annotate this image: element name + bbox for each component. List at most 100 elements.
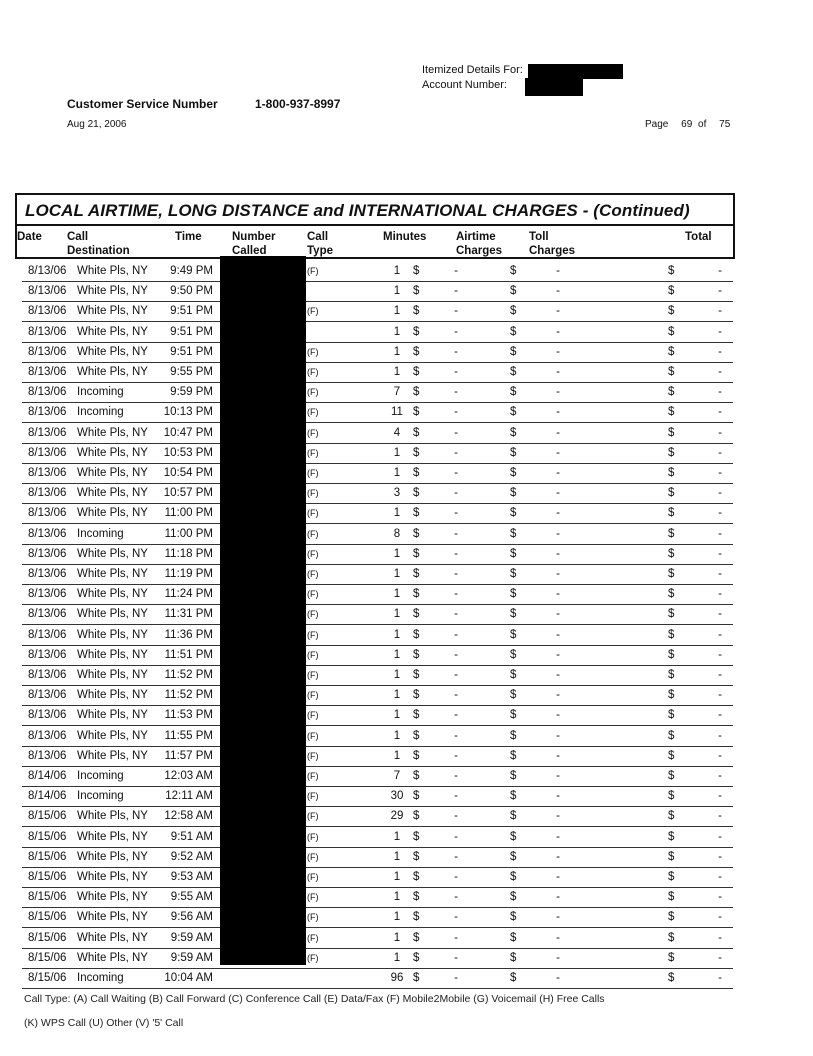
account-number-label: Account Number: bbox=[422, 79, 507, 91]
cell-time: 11:55 PM bbox=[164, 729, 213, 742]
cell-time: 10:53 PM bbox=[163, 446, 213, 459]
cell-toll-currency: $ bbox=[510, 770, 517, 782]
cell-total: - bbox=[718, 931, 722, 944]
cell-airtime-currency: $ bbox=[413, 487, 420, 500]
table-row: 8/13/06 White Pls, NY 9:55 PM (F) 1 $ - $ - $ - bbox=[22, 362, 733, 383]
cell-destination: White Pls, NY bbox=[77, 648, 148, 661]
cell-toll: - bbox=[556, 527, 560, 540]
cell-time: 9:52 AM bbox=[170, 850, 213, 863]
cell-time: 9:55 PM bbox=[170, 366, 213, 378]
cell-total: - bbox=[718, 467, 722, 479]
cell-total-currency: $ bbox=[668, 406, 675, 419]
cell-time: 9:59 AM bbox=[170, 931, 213, 944]
cell-destination: White Pls, NY bbox=[77, 608, 148, 621]
cell-toll-currency: $ bbox=[510, 467, 517, 479]
cell-airtime: - bbox=[454, 790, 458, 803]
cell-total-currency: $ bbox=[668, 426, 675, 439]
cell-date: 8/15/06 bbox=[28, 810, 67, 823]
cell-call-type: (F) bbox=[307, 831, 319, 842]
cell-call-type: (F) bbox=[307, 266, 319, 276]
cell-airtime: - bbox=[454, 729, 458, 742]
cell-toll-currency: $ bbox=[510, 608, 517, 621]
cell-date: 8/13/06 bbox=[28, 749, 67, 762]
cell-total: - bbox=[718, 426, 722, 439]
cell-airtime: - bbox=[454, 305, 458, 318]
cell-call-type: (F) bbox=[307, 346, 319, 357]
cell-total-currency: $ bbox=[668, 325, 675, 338]
cell-toll: - bbox=[556, 487, 560, 500]
cell-toll-currency: $ bbox=[510, 972, 517, 984]
cell-date: 8/13/06 bbox=[28, 547, 67, 560]
cell-time: 12:03 AM bbox=[164, 770, 213, 782]
cell-airtime: - bbox=[454, 709, 458, 722]
cell-airtime-currency: $ bbox=[413, 547, 420, 560]
table-row: 8/13/06 White Pls, NY 11:53 PM (F) 1 $ - $ - $ - bbox=[22, 705, 733, 727]
cell-toll: - bbox=[556, 325, 560, 338]
cell-minutes: 1 bbox=[393, 547, 401, 560]
cell-minutes: 1 bbox=[393, 749, 401, 762]
table-row: 8/15/06 White Pls, NY 9:55 AM (F) 1 $ - $ - $ - bbox=[22, 887, 733, 909]
cell-total-currency: $ bbox=[668, 689, 675, 702]
section-title: LOCAL AIRTIME, LONG DISTANCE and INTERNA… bbox=[25, 201, 690, 220]
redacted-name bbox=[528, 64, 623, 79]
cell-total: - bbox=[718, 507, 722, 520]
table-row: 8/13/06 White Pls, NY 11:57 PM (F) 1 $ - $ - $ - bbox=[22, 746, 733, 767]
cell-airtime-currency: $ bbox=[413, 891, 420, 904]
cell-total: - bbox=[718, 709, 722, 722]
cell-total-currency: $ bbox=[668, 830, 675, 843]
col-date: Date bbox=[17, 231, 42, 243]
table-row: 8/13/06 White Pls, NY 10:53 PM (F) 1 $ - $ - $ - bbox=[22, 443, 733, 464]
cell-toll: - bbox=[556, 285, 560, 298]
cell-total: - bbox=[718, 628, 722, 641]
cell-toll: - bbox=[556, 588, 560, 601]
cell-destination: White Pls, NY bbox=[77, 568, 148, 580]
cell-time: 11:52 PM bbox=[164, 689, 213, 702]
cell-toll-currency: $ bbox=[510, 830, 517, 843]
cell-date: 8/13/06 bbox=[28, 689, 67, 702]
cell-toll: - bbox=[556, 729, 560, 742]
cell-total-currency: $ bbox=[668, 749, 675, 762]
cell-total: - bbox=[718, 406, 722, 419]
cell-minutes: 1 bbox=[393, 345, 401, 358]
cell-airtime: - bbox=[454, 446, 458, 459]
cell-date: 8/13/06 bbox=[28, 527, 67, 540]
cell-airtime-currency: $ bbox=[413, 467, 420, 479]
cell-airtime-currency: $ bbox=[413, 709, 420, 722]
cell-airtime-currency: $ bbox=[413, 911, 420, 924]
cell-airtime: - bbox=[454, 265, 458, 277]
cell-destination: White Pls, NY bbox=[77, 285, 148, 298]
cell-toll-currency: $ bbox=[510, 568, 517, 580]
cell-destination: White Pls, NY bbox=[77, 810, 148, 823]
cell-toll: - bbox=[556, 669, 560, 681]
cell-total: - bbox=[718, 265, 722, 277]
cell-call-type: (F) bbox=[307, 528, 319, 539]
cell-time: 11:53 PM bbox=[164, 709, 213, 722]
cell-total: - bbox=[718, 770, 722, 782]
cell-airtime: - bbox=[454, 911, 458, 924]
cell-destination: White Pls, NY bbox=[77, 547, 148, 560]
cell-airtime-currency: $ bbox=[413, 507, 420, 520]
call-type-legend-line2: (K) WPS Call (U) Other (V) '5' Call bbox=[24, 1017, 184, 1029]
col-total: Total bbox=[685, 231, 712, 243]
table-row: 8/15/06 White Pls, NY 9:51 AM (F) 1 $ - $ - $ - bbox=[22, 827, 733, 848]
cell-time: 11:00 PM bbox=[164, 527, 213, 540]
cell-date: 8/13/06 bbox=[28, 507, 67, 520]
table-row: 8/13/06 White Pls, NY 10:57 PM (F) 3 $ - $ - $ - bbox=[22, 483, 733, 505]
cell-airtime: - bbox=[454, 749, 458, 762]
cell-call-type: (F) bbox=[307, 872, 319, 882]
table-row: 8/13/06 White Pls, NY 9:49 PM (F) 1 $ - $ - $ - bbox=[22, 261, 733, 282]
col-toll-charges: Toll Charges bbox=[529, 231, 576, 257]
cell-total: - bbox=[718, 608, 722, 621]
cell-toll: - bbox=[556, 749, 560, 762]
cell-toll-currency: $ bbox=[510, 547, 517, 560]
cell-toll: - bbox=[556, 366, 560, 378]
cell-total-currency: $ bbox=[668, 507, 675, 520]
cell-time: 10:47 PM bbox=[163, 426, 213, 439]
cell-time: 9:59 PM bbox=[170, 386, 213, 399]
cell-toll: - bbox=[556, 891, 560, 904]
cell-date: 8/15/06 bbox=[28, 911, 67, 924]
cell-time: 9:51 PM bbox=[170, 325, 213, 338]
cell-date: 8/13/06 bbox=[28, 305, 67, 318]
cell-date: 8/13/06 bbox=[28, 406, 67, 419]
customer-service-number: 1-800-937-8997 bbox=[255, 97, 341, 111]
